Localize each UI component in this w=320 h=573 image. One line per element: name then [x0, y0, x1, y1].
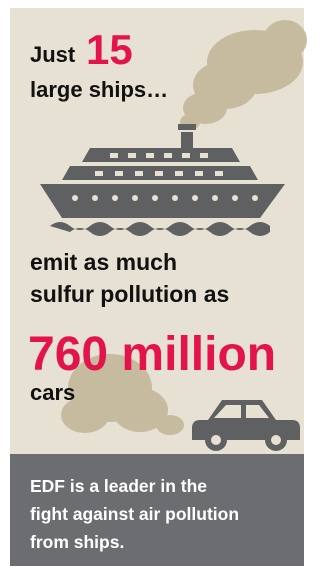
- infographic: Just 15 large ships… emit as much sulfur…: [0, 0, 314, 573]
- headline-lead: Just: [30, 42, 76, 67]
- footer-line: from ships.: [30, 532, 124, 552]
- highlight: 760 million: [28, 328, 276, 381]
- middle-line: sulfur pollution as: [30, 281, 229, 307]
- headline-number: 15: [86, 26, 133, 73]
- footer-line: EDF is a leader in the: [30, 476, 207, 496]
- tail: cars: [30, 380, 75, 405]
- headline-rest: large ships…: [30, 77, 168, 102]
- footer-line: fight against air pollution: [30, 504, 239, 524]
- middle-line: emit as much: [30, 249, 177, 275]
